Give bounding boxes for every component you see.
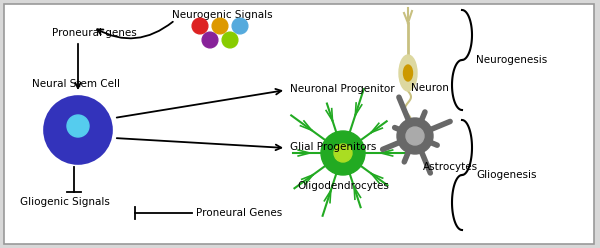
FancyBboxPatch shape bbox=[4, 4, 594, 244]
Text: Neurogenesis: Neurogenesis bbox=[476, 55, 547, 65]
Circle shape bbox=[67, 115, 89, 137]
Circle shape bbox=[202, 32, 218, 48]
Text: Neural Stem Cell: Neural Stem Cell bbox=[32, 79, 120, 89]
Ellipse shape bbox=[399, 55, 417, 91]
Text: Glial Progenitors: Glial Progenitors bbox=[290, 142, 376, 152]
Text: Neuron: Neuron bbox=[411, 83, 449, 93]
FancyArrowPatch shape bbox=[97, 22, 173, 38]
Text: Neurogenic Signals: Neurogenic Signals bbox=[172, 10, 272, 20]
Circle shape bbox=[321, 131, 365, 175]
FancyArrowPatch shape bbox=[117, 138, 281, 150]
Circle shape bbox=[232, 18, 248, 34]
Ellipse shape bbox=[404, 65, 413, 81]
FancyArrowPatch shape bbox=[117, 89, 281, 118]
Circle shape bbox=[406, 127, 424, 145]
Text: Astrocytes: Astrocytes bbox=[423, 162, 478, 172]
Text: Proneural Genes: Proneural Genes bbox=[196, 208, 282, 218]
Circle shape bbox=[334, 144, 352, 162]
Circle shape bbox=[44, 96, 112, 164]
Text: Oligodendrocytes: Oligodendrocytes bbox=[297, 181, 389, 191]
Text: Neuronal Progenitor: Neuronal Progenitor bbox=[290, 84, 395, 94]
Circle shape bbox=[222, 32, 238, 48]
Text: Gliogenic Signals: Gliogenic Signals bbox=[20, 197, 110, 207]
Circle shape bbox=[192, 18, 208, 34]
Circle shape bbox=[212, 18, 228, 34]
Text: Gliogenesis: Gliogenesis bbox=[476, 170, 536, 180]
Text: Proneural genes: Proneural genes bbox=[52, 28, 137, 38]
Circle shape bbox=[397, 118, 433, 154]
